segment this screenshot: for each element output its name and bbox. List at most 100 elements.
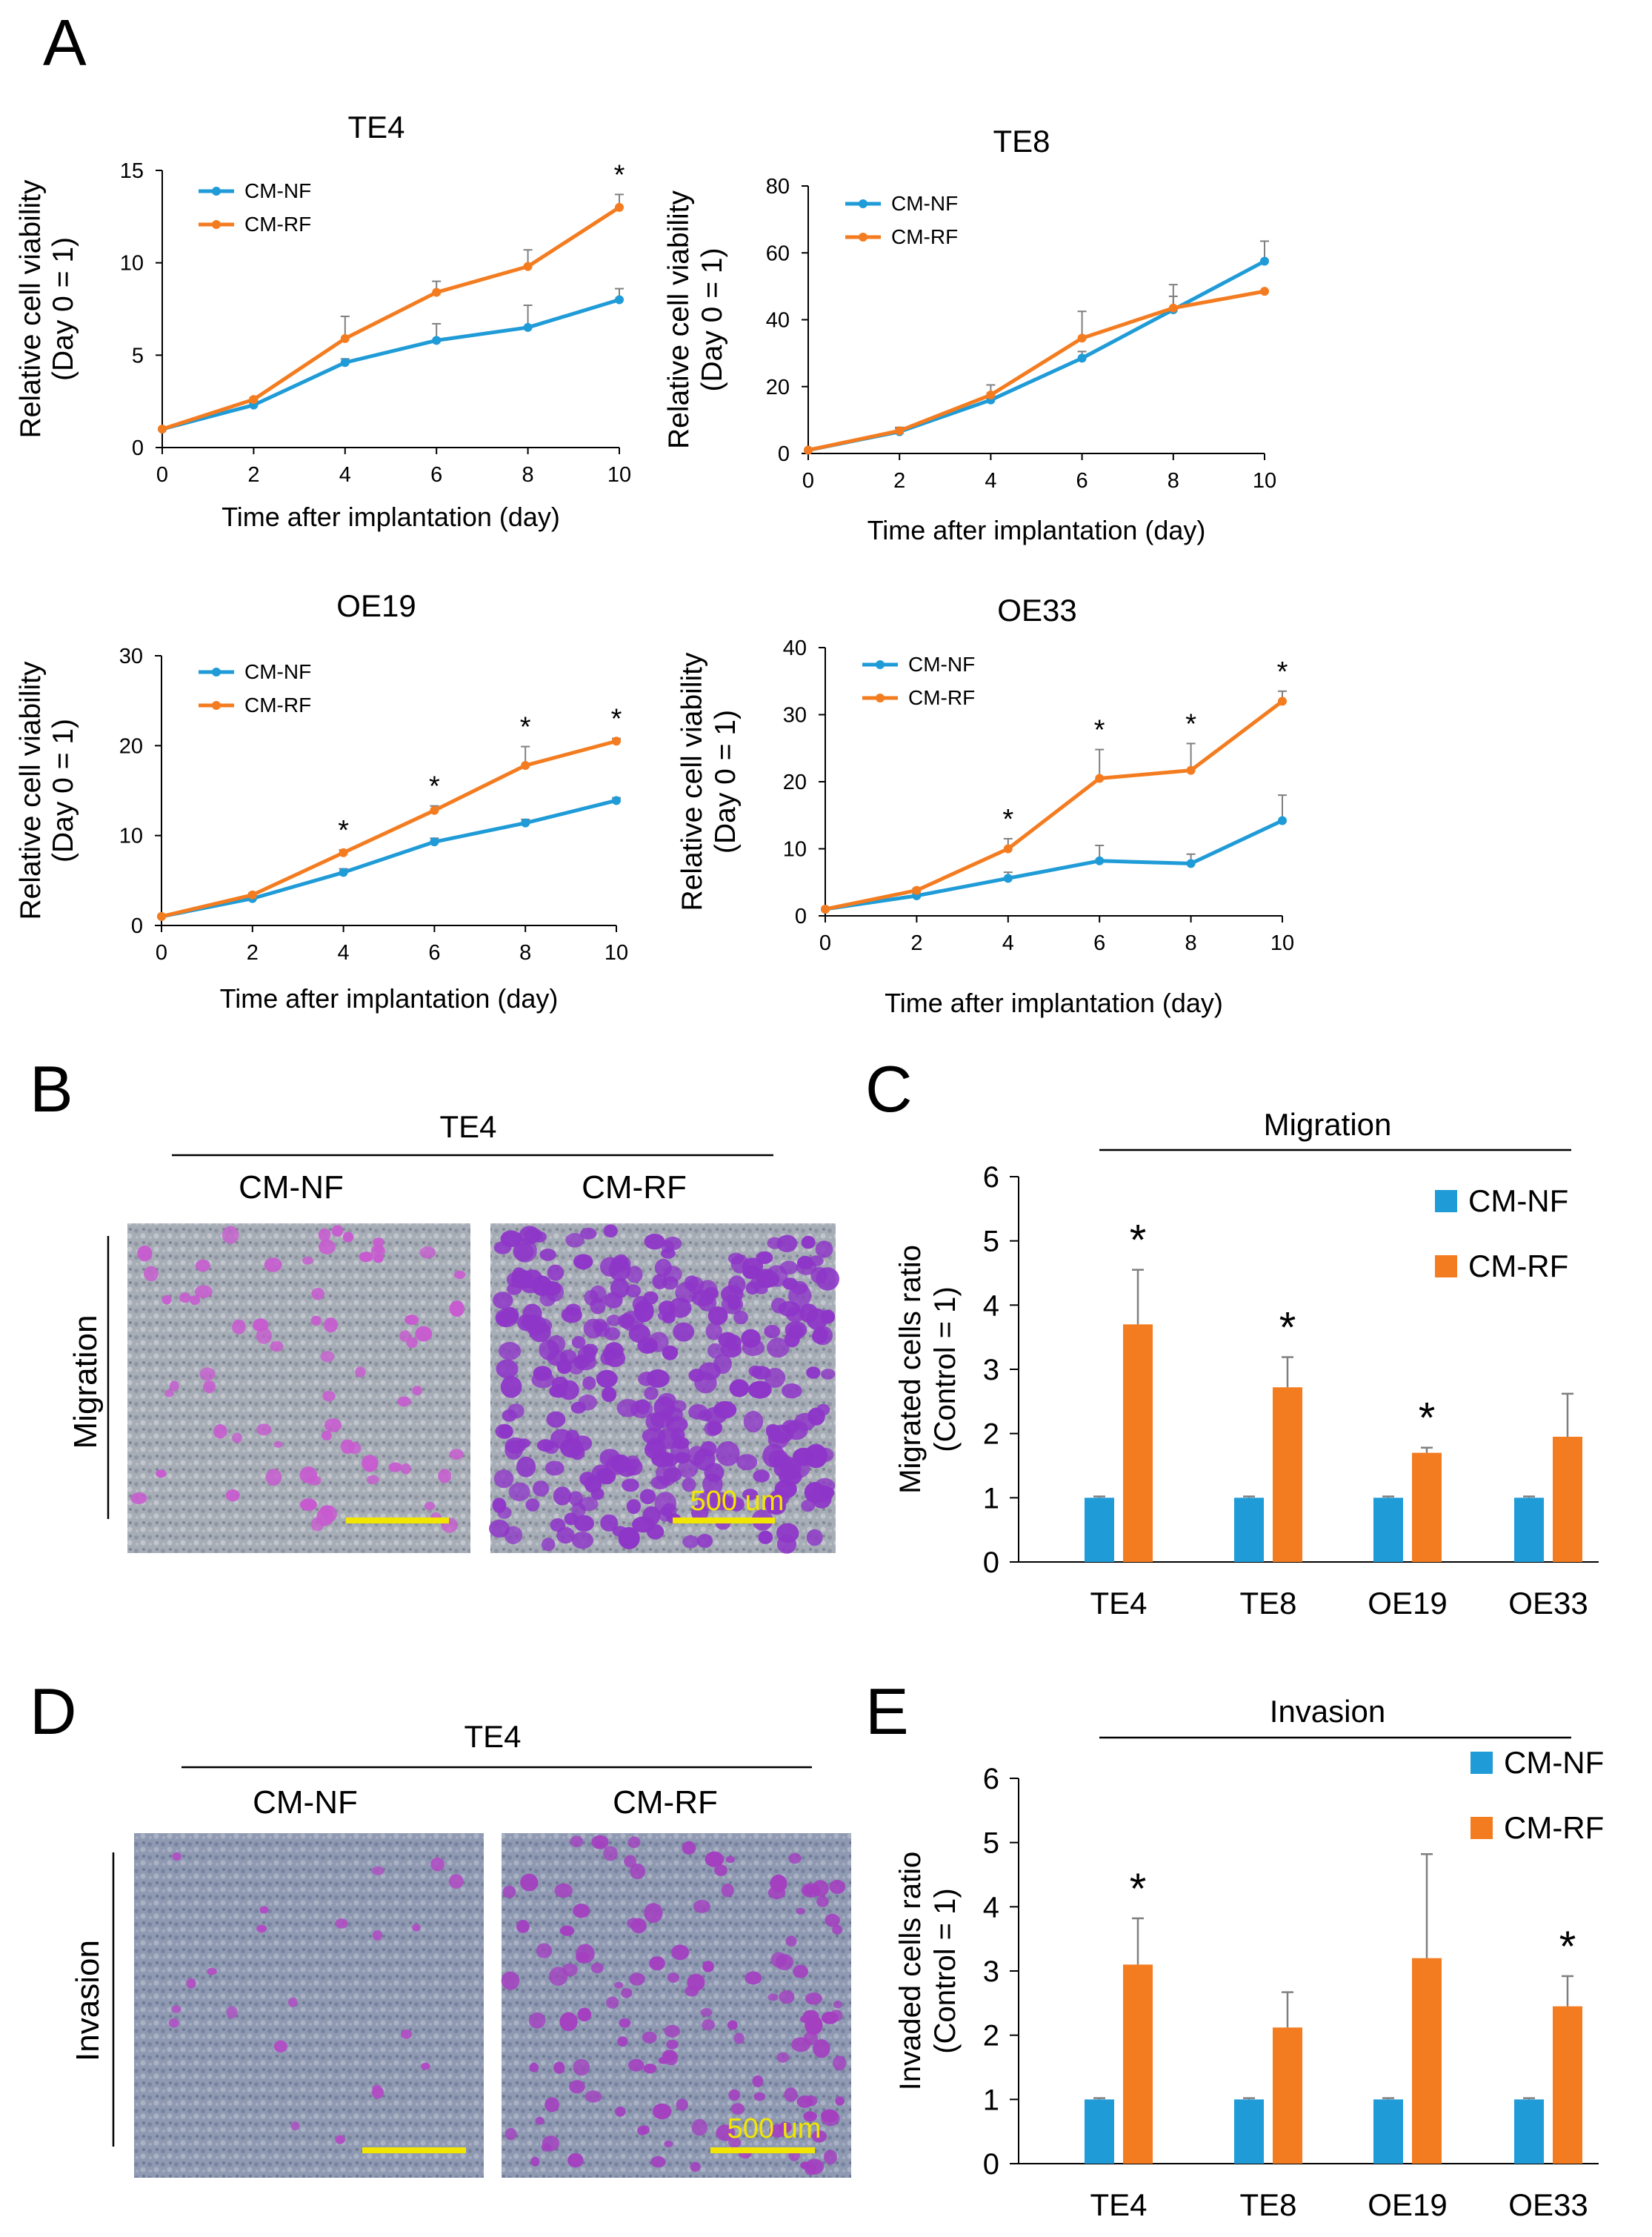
legend-swatch — [1471, 1817, 1493, 1839]
stained-cell — [825, 1913, 840, 1927]
stained-cell — [399, 1330, 411, 1342]
stained-cell — [832, 1924, 843, 1935]
y-tick-label: 3 — [983, 1955, 999, 1988]
stained-cell — [448, 1874, 464, 1889]
stained-cell — [516, 1920, 530, 1933]
significance-star: * — [1279, 1304, 1296, 1352]
stained-cell — [547, 1264, 564, 1281]
stained-cell — [501, 1971, 520, 1990]
data-point — [339, 868, 348, 877]
chart-title: Invasion — [1270, 1694, 1385, 1729]
stained-cell — [830, 2010, 843, 2022]
stained-cell — [764, 1325, 781, 1338]
stained-cell — [626, 1266, 643, 1283]
stained-cell — [324, 1317, 338, 1333]
stained-cell — [545, 1282, 564, 1302]
chart-oe33-viability: OE33 0 10 20 30 40 0 2 4 6 8 10 Time after implantat… — [676, 593, 1294, 1018]
data-point — [521, 818, 530, 828]
stained-cell — [335, 2135, 345, 2144]
stained-cell — [650, 1475, 670, 1489]
y-tick-label: 0 — [778, 442, 790, 466]
stained-cell — [171, 2005, 181, 2013]
y-tick-label: 5 — [132, 344, 144, 368]
stained-cell — [570, 1835, 584, 1847]
stained-cell — [730, 2103, 745, 2115]
chart-title: Migration — [1264, 1107, 1392, 1142]
stained-cell — [725, 1334, 742, 1352]
chart-title: OE19 — [336, 588, 416, 623]
stained-cell — [630, 1863, 646, 1880]
invasion-cm-rf-stained-cells — [501, 1835, 847, 2175]
stained-cell — [790, 1280, 808, 1295]
stained-cell — [786, 1306, 805, 1323]
panel-b-right-label: CM-RF — [582, 1169, 687, 1206]
stained-cell — [688, 1404, 708, 1420]
legend-marker — [212, 187, 221, 196]
legend-marker — [876, 694, 885, 702]
y-axis-label: (Day 0 = 1) — [710, 710, 742, 854]
data-point — [247, 890, 257, 900]
stained-cell — [663, 1266, 682, 1283]
x-tick-label: 4 — [985, 469, 996, 493]
stained-cell — [335, 1918, 348, 1929]
legend-marker — [212, 701, 221, 710]
stained-cell — [554, 1883, 573, 1898]
stained-cell — [549, 1967, 568, 1986]
stained-cell — [438, 1469, 452, 1483]
stained-cell — [833, 2001, 842, 2009]
stained-cell — [273, 1440, 283, 1448]
stained-cell — [424, 1501, 436, 1511]
x-tick-label: 4 — [339, 463, 351, 487]
stained-cell — [646, 1369, 670, 1388]
stained-cell — [626, 1499, 642, 1515]
stained-cell — [650, 2156, 666, 2168]
stained-cell — [770, 1297, 787, 1314]
y-axis-label: (Day 0 = 1) — [47, 719, 79, 862]
stained-cell — [130, 1492, 147, 1504]
stained-cell — [821, 2110, 840, 2127]
stained-cell — [311, 1288, 325, 1300]
data-point — [1260, 256, 1269, 266]
series-line-cm-rf — [807, 289, 1265, 452]
stained-cell — [404, 1314, 419, 1326]
stained-cell — [373, 1245, 384, 1254]
chart-oe19-viability: OE19 0 10 20 30 0 2 4 6 8 10 Time after implantatio… — [15, 588, 628, 1014]
stained-cell — [511, 1269, 533, 1289]
stained-cell — [776, 1523, 799, 1543]
stained-cell — [213, 1424, 227, 1439]
stained-cell — [665, 1416, 688, 1433]
stained-cell — [769, 2124, 787, 2138]
migration-cm-rf-stained-cells — [489, 1224, 839, 1554]
stained-cell — [811, 1880, 829, 1897]
scale-bar-label: 500 um — [690, 1486, 785, 1517]
stained-cell — [728, 2089, 740, 2101]
y-tick-label: 10 — [119, 825, 143, 848]
y-tick-label: 0 — [132, 436, 144, 460]
stained-cell — [536, 1943, 553, 1958]
x-tick-label: 10 — [1270, 931, 1294, 955]
stained-cell — [582, 1376, 596, 1390]
data-point — [1278, 816, 1287, 825]
stained-cell — [702, 1961, 714, 1972]
stained-cell — [676, 2098, 688, 2111]
stained-cell — [664, 2140, 673, 2148]
stained-cell — [530, 2156, 540, 2167]
stained-cell — [529, 2062, 539, 2073]
micrograph-invasion-cm-nf — [134, 1833, 484, 2178]
y-tick-label: 40 — [783, 636, 807, 660]
y-axis-label: (Control = 1) — [929, 1286, 962, 1452]
stained-cell — [758, 1530, 773, 1544]
stained-cell — [412, 1924, 421, 1932]
stained-cell — [288, 1997, 298, 2007]
chart-migration-bars: Migration 0 1 2 3 4 5 6 Migrated cells ratio (Con… — [894, 1107, 1599, 1621]
data-point — [523, 262, 533, 271]
x-tick-label: OE33 — [1508, 2187, 1588, 2222]
stained-cell — [628, 2058, 645, 2072]
stained-cell — [819, 1486, 835, 1499]
stained-cell — [502, 1409, 517, 1422]
stained-cell — [615, 2107, 626, 2117]
stained-cell — [573, 2058, 590, 2076]
stained-cell — [767, 1993, 779, 2001]
stained-cell — [172, 1852, 181, 1861]
panel-d-micrographs: TE4 CM-NF CM-RF Invasion 500 um — [70, 1719, 851, 2178]
